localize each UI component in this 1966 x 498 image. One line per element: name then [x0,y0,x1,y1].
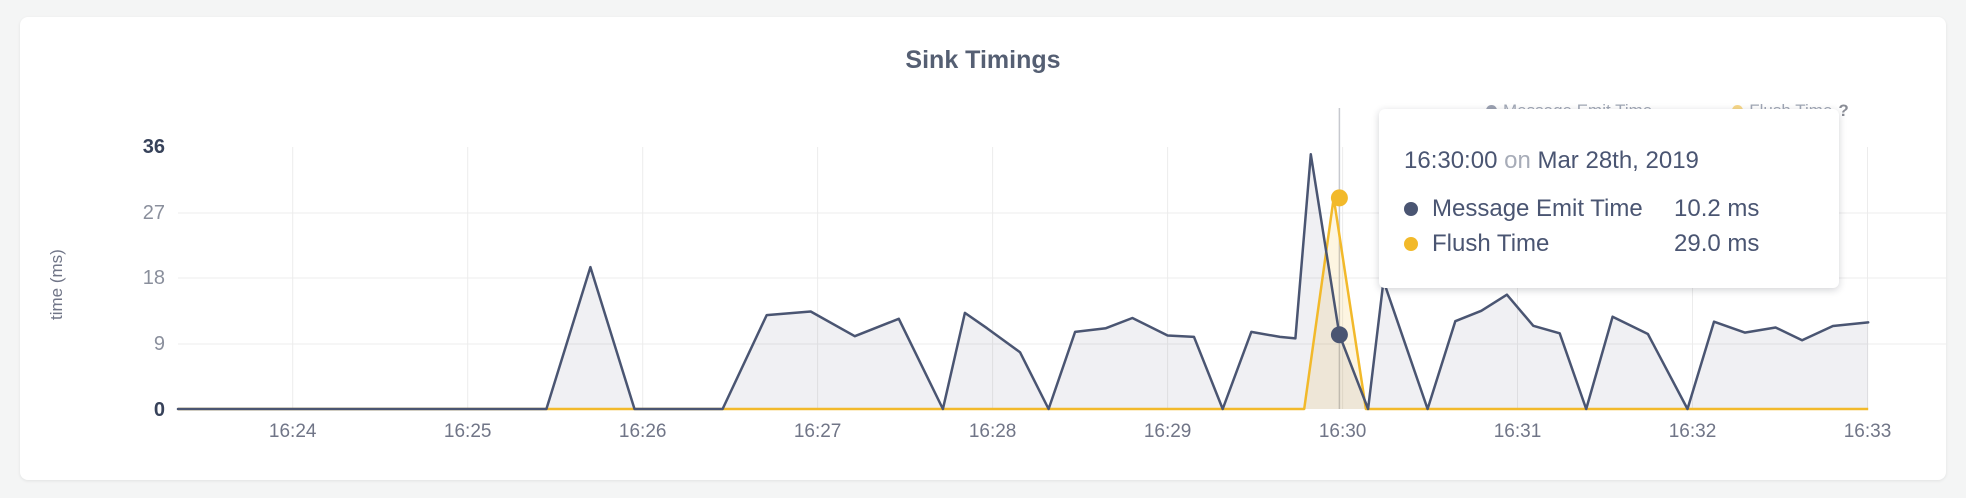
svg-text:9: 9 [154,333,165,355]
svg-text:18: 18 [143,267,165,289]
svg-text:16:32: 16:32 [1669,421,1717,442]
svg-text:16:33: 16:33 [1844,421,1892,442]
svg-text:time (ms): time (ms) [47,249,66,320]
svg-text:16:29: 16:29 [1144,421,1192,442]
svg-text:16:27: 16:27 [794,421,842,442]
svg-text:16:30: 16:30 [1319,421,1367,442]
svg-text:16:26: 16:26 [619,421,667,442]
svg-text:0: 0 [154,399,165,421]
svg-text:16:31: 16:31 [1494,421,1542,442]
svg-text:16:28: 16:28 [969,421,1017,442]
svg-text:36: 36 [143,136,165,158]
svg-text:16:25: 16:25 [444,421,492,442]
svg-text:16:24: 16:24 [269,421,317,442]
svg-text:27: 27 [143,202,165,224]
